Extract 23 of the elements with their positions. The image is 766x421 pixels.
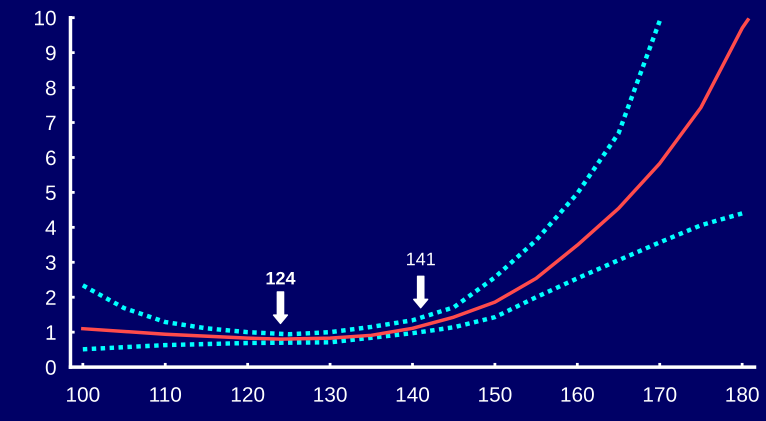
x-tick-label: 170 [644,387,676,402]
y-tick-label: 3 [46,255,56,270]
x-tick-label: 140 [396,387,430,402]
x-tick-label: 150 [479,387,512,402]
y-tick-label: 7 [46,116,56,130]
line-series [80,211,744,352]
x-tick-label: 130 [314,387,347,402]
y-tick-label: 2 [46,290,56,305]
x-tick-label: 110 [150,387,182,402]
x-tick-label: 100 [67,387,100,402]
y-tick-label: 4 [45,220,56,235]
y-tick-label: 1 [46,325,56,340]
y-tick-label: 6 [46,150,56,166]
x-tick-label: 120 [232,387,264,402]
y-tick-label: 5 [46,186,56,200]
annotation: 141 [407,252,435,266]
y-tick-label: 0 [46,360,56,375]
x-tick-label: 160 [562,387,594,402]
y-tick-label: 8 [46,80,56,96]
annotation: 124 [266,272,296,284]
y-tick-label: 10 [35,10,56,26]
x-tick-label: 180 [726,387,759,402]
y-tick-label: 9 [46,46,56,60]
